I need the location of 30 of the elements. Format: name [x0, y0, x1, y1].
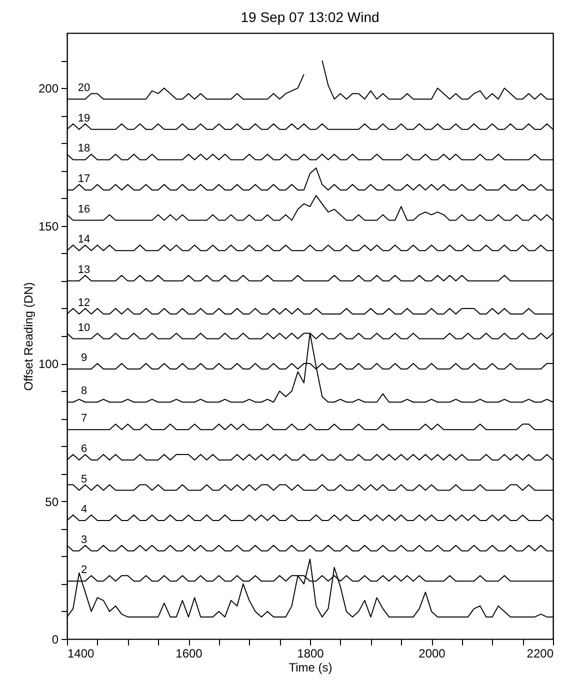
chart-title: 19 Sep 07 13:02 Wind: [240, 9, 380, 25]
series-label: 10: [78, 322, 90, 334]
y-tick-label: 50: [45, 494, 59, 509]
series-label: 14: [78, 234, 90, 246]
series-label: 12: [78, 296, 90, 309]
x-tick-label: 1600: [176, 646, 203, 660]
series-label: 18: [78, 142, 90, 155]
series-label: 13: [78, 264, 90, 276]
y-tick-label: 0: [52, 632, 59, 646]
series-label: 17: [78, 173, 90, 186]
x-tick-label: 2200: [526, 646, 554, 660]
series-label: 20: [78, 82, 90, 94]
x-axis-title: Time (s): [288, 660, 332, 674]
series-label: 19: [78, 112, 90, 124]
series-label: 16: [78, 203, 90, 216]
series-label: 5: [80, 473, 88, 486]
series-label: 6: [80, 442, 88, 455]
series-label: 9: [80, 352, 88, 364]
series-label: 4: [80, 504, 88, 516]
x-tick-label: 2000: [418, 646, 446, 660]
series-label: 2: [80, 564, 88, 576]
series-label: 3: [80, 534, 88, 546]
x-tick-label: 1400: [68, 646, 95, 660]
y-tick-label: 100: [38, 357, 59, 372]
x-tick-label: 1800: [297, 646, 324, 660]
y-axis-title: Offset Reading (DN): [21, 282, 36, 391]
series-label: 8: [80, 385, 88, 398]
y-tick-label: 200: [38, 82, 59, 96]
series-label: 7: [80, 412, 88, 425]
y-tick-label: 150: [38, 219, 59, 234]
